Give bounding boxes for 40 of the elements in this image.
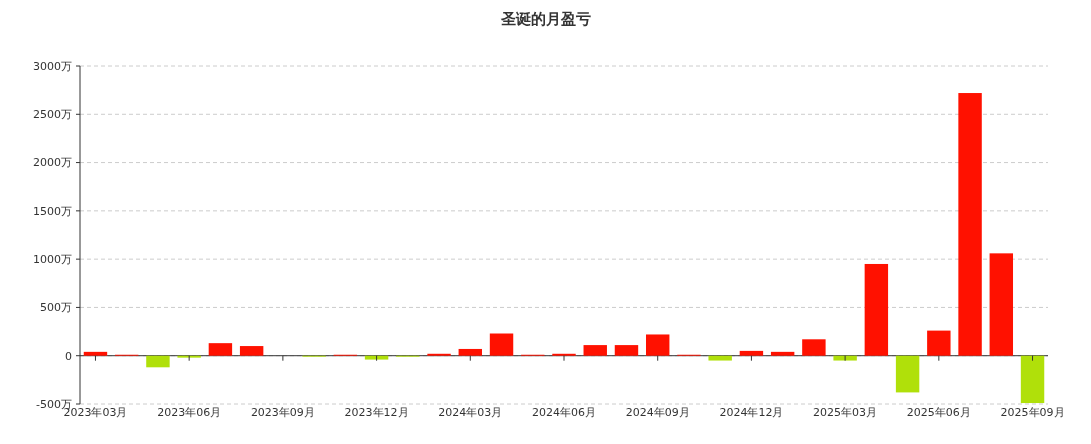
bar bbox=[770, 351, 795, 356]
x-tick-label: 2025年03月 bbox=[813, 406, 878, 419]
bar bbox=[645, 334, 670, 356]
bar bbox=[83, 351, 108, 356]
y-tick-label: -500万 bbox=[36, 397, 72, 411]
bar bbox=[364, 355, 389, 360]
y-tick-label: 1500万 bbox=[33, 204, 72, 218]
x-tick-label: 2023年06月 bbox=[157, 406, 222, 419]
bar bbox=[802, 339, 826, 356]
y-tick-label: 500万 bbox=[40, 301, 72, 315]
x-tick-label: 2024年06月 bbox=[532, 406, 596, 419]
y-tick-label: 2500万 bbox=[33, 108, 72, 122]
x-tick-label: 2025年09月 bbox=[1000, 406, 1065, 419]
bar bbox=[614, 345, 639, 356]
x-tick-label: 2025年06月 bbox=[906, 406, 971, 419]
x-tick-label: 2024年12月 bbox=[719, 406, 784, 419]
bar bbox=[1020, 355, 1045, 404]
bar bbox=[989, 253, 1014, 356]
bar bbox=[489, 333, 514, 356]
x-tick-label: 2023年09月 bbox=[250, 406, 315, 419]
bar bbox=[708, 355, 732, 361]
bar bbox=[208, 343, 233, 356]
x-tick-label: 2023年12月 bbox=[344, 406, 409, 419]
x-tick-label: 2024年09月 bbox=[625, 406, 690, 419]
bar bbox=[739, 350, 764, 356]
bar bbox=[239, 346, 264, 356]
bar bbox=[895, 355, 920, 393]
y-tick-label: 2000万 bbox=[33, 156, 72, 170]
bar bbox=[958, 93, 982, 356]
chart-title: 圣诞的月盈亏 bbox=[499, 10, 591, 28]
bar bbox=[458, 348, 483, 356]
y-tick-label: 0 bbox=[65, 349, 72, 363]
bar bbox=[833, 355, 857, 361]
bar bbox=[927, 330, 951, 356]
bar bbox=[146, 355, 170, 368]
x-tick-label: 2024年03月 bbox=[438, 406, 503, 419]
y-tick-label: 1000万 bbox=[33, 252, 72, 266]
bar bbox=[864, 263, 889, 356]
bar bbox=[583, 345, 607, 356]
y-tick-label: 3000万 bbox=[33, 59, 72, 73]
